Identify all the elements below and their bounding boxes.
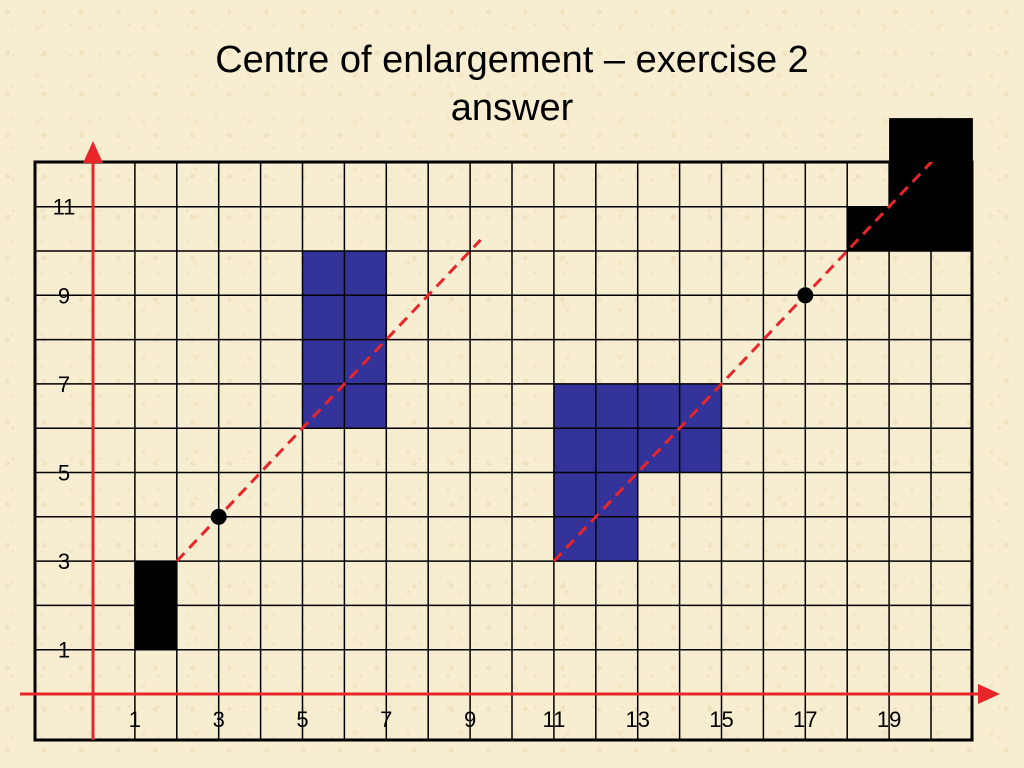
y-tick-label: 7	[58, 372, 70, 397]
image-cell	[302, 251, 345, 296]
image-cell	[595, 516, 638, 562]
axes-layer	[20, 141, 1000, 740]
object-cell	[134, 605, 177, 650]
grid-lines-layer	[33, 160, 974, 742]
x-tick-label: 7	[380, 707, 392, 732]
x-tick-label: 13	[625, 707, 649, 732]
image-cell	[595, 428, 638, 473]
object-cell	[931, 162, 973, 207]
object-cell	[889, 206, 931, 251]
y-tick-label: 1	[58, 638, 70, 663]
object-cell	[889, 162, 931, 207]
x-tick-label: 15	[709, 707, 733, 732]
x-tick-label: 3	[213, 707, 225, 732]
x-tick-label: 5	[296, 707, 308, 732]
object-cell	[931, 118, 973, 163]
y-tick-label: 5	[58, 461, 70, 486]
x-tick-label: 11	[542, 707, 565, 732]
object-cell	[134, 561, 177, 606]
image-cell	[679, 383, 722, 429]
image-cell	[553, 472, 596, 517]
image-cell	[637, 383, 680, 429]
x-tick-label: 1	[129, 707, 141, 732]
title-line-2: answer	[450, 87, 574, 129]
image-cell	[595, 383, 638, 429]
y-tick-label: 9	[58, 283, 70, 308]
title-line-1: Centre of enlargement – exercise 2	[215, 39, 809, 81]
x-tick-label: 19	[877, 707, 901, 732]
slide-title: Centre of enlargement – exercise 2 answe…	[0, 36, 1024, 132]
image-cell	[679, 428, 722, 473]
object-cell	[931, 206, 973, 251]
image-cell	[302, 383, 345, 429]
image-cell	[344, 383, 387, 429]
ray-line	[552, 162, 934, 563]
y-tick-label: 11	[53, 195, 76, 220]
image-cell	[553, 383, 596, 429]
image-cell	[553, 428, 596, 473]
object-cell	[889, 118, 931, 163]
image-cell	[302, 339, 345, 384]
image-cell	[344, 295, 387, 340]
centre-points-layer	[210, 287, 814, 525]
centre-of-enlargement-dot	[210, 508, 227, 525]
ray-lines-layer	[175, 162, 934, 563]
image-cell	[302, 295, 345, 340]
centre-of-enlargement-dot	[797, 287, 814, 304]
image-cell	[344, 251, 387, 296]
x-axis-arrowhead	[978, 684, 1000, 704]
ray-line	[175, 238, 482, 563]
grid-border	[33, 160, 974, 742]
filled-cells-layer	[134, 118, 973, 650]
x-tick-label: 9	[464, 707, 476, 732]
y-axis-arrowhead	[83, 141, 103, 163]
x-tick-label: 17	[793, 707, 817, 732]
y-tick-label: 3	[58, 549, 70, 574]
